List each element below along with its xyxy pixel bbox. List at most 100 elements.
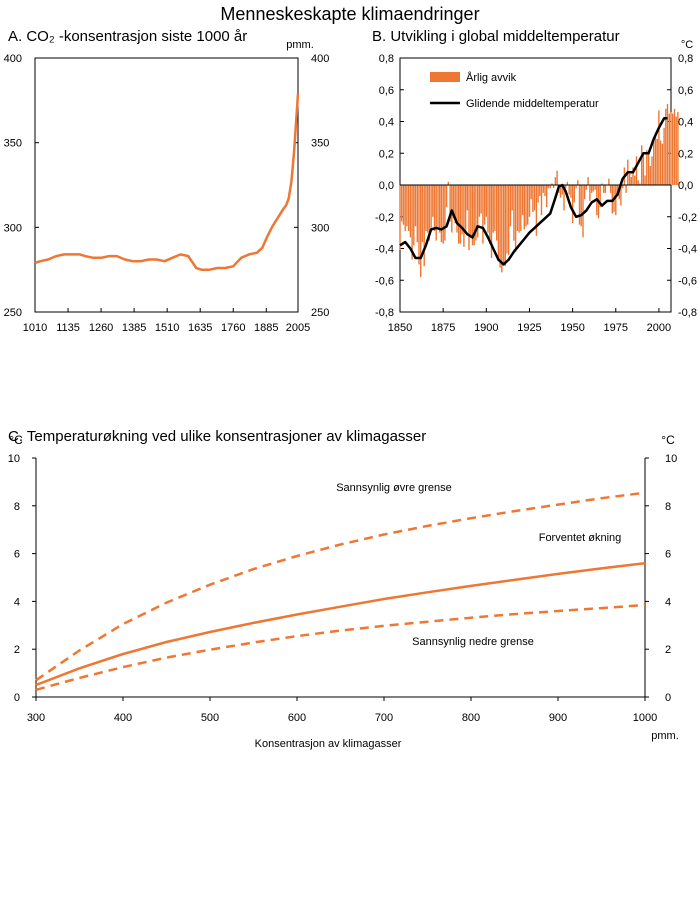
series-line-sannsynlig-nedre-grense	[35, 603, 646, 692]
y-tick-label-right: 8	[665, 501, 671, 513]
annual-anomaly-bar	[482, 185, 484, 244]
x-tick-label: 1875	[431, 322, 455, 334]
x-tick-label: 1950	[560, 322, 584, 334]
y-tick-label-right: 300	[311, 222, 329, 234]
x-tick-label: 1260	[89, 322, 113, 334]
annual-anomaly-bar	[463, 185, 465, 247]
series-label-forventet-økning: Forventet økning	[539, 532, 622, 544]
annual-anomaly-bar	[508, 185, 510, 255]
annual-anomaly-bar	[670, 112, 672, 185]
annual-anomaly-bar	[414, 185, 417, 227]
x-tick-label: 1000	[633, 712, 657, 724]
annual-anomaly-bar	[661, 143, 664, 185]
annual-anomaly-bar	[487, 185, 489, 233]
annual-anomaly-bar	[628, 173, 631, 185]
annual-anomaly-bar	[535, 185, 538, 236]
series-label-sannsynlig-øvre-grense: Sannsynlig øvre grense	[336, 482, 452, 494]
x-tick-label: 1925	[517, 322, 541, 334]
legend-label-smooth: Glidende middeltemperatur	[466, 98, 599, 110]
y-tick-label-left: 6	[14, 549, 20, 561]
annual-anomaly-bar	[561, 185, 563, 195]
annual-anomaly-bar	[566, 181, 569, 185]
x-tick-label: 2000	[647, 322, 671, 334]
y-tick-label-left: 250	[4, 307, 22, 319]
y-tick-label-left: 8	[14, 501, 20, 513]
annual-anomaly-bar	[542, 185, 544, 193]
annual-anomaly-bar	[592, 185, 594, 192]
annual-anomaly-bar	[634, 175, 636, 185]
annual-anomaly-bar	[675, 116, 677, 185]
annual-anomaly-bar	[578, 185, 581, 225]
annual-anomaly-bar	[584, 185, 586, 200]
annual-anomaly-bar	[452, 185, 455, 219]
co2-line	[34, 93, 300, 271]
x-tick-label: 1510	[155, 322, 179, 334]
y-tick-label-left: 0,6	[379, 85, 394, 97]
annual-anomaly-bar	[459, 185, 462, 244]
annual-anomaly-bar	[501, 185, 503, 273]
annual-anomaly-bar	[399, 185, 401, 251]
annual-anomaly-bar	[603, 185, 605, 193]
annual-anomaly-bar	[544, 185, 546, 197]
annual-anomaly-bar	[521, 185, 524, 216]
x-tick-label: 900	[549, 712, 567, 724]
annual-anomaly-bar	[461, 185, 463, 235]
annual-anomaly-bar	[489, 185, 491, 244]
annual-anomaly-bar	[435, 185, 437, 241]
annual-anomaly-bar	[604, 185, 607, 193]
annual-anomaly-bar	[647, 153, 650, 186]
legend-swatch-annual	[430, 72, 460, 82]
annual-anomaly-bar	[497, 185, 500, 262]
y-tick-label-right: 0,6	[678, 85, 693, 97]
y-tick-label-right: 0,8	[678, 53, 693, 65]
annual-anomaly-bar	[428, 185, 430, 241]
x-tick-label: 400	[114, 712, 132, 724]
x-tick-label: 800	[462, 712, 480, 724]
figure-title: Menneskeskapte klimaendringer	[220, 4, 480, 24]
annual-anomaly-bar	[530, 185, 532, 200]
annual-anomaly-bar	[549, 185, 551, 189]
y-tick-label-right: -0,6	[678, 275, 697, 287]
y-tick-label-left: 400	[4, 53, 22, 65]
annual-anomaly-bar	[547, 185, 550, 189]
series-line-sannsynlig-øvre-grense	[35, 491, 646, 682]
annual-anomaly-bar	[409, 185, 412, 238]
y-unit-label-right: °C	[661, 433, 675, 447]
annual-anomaly-bar	[527, 185, 529, 225]
annual-anomaly-bar	[594, 185, 596, 190]
panel-b-title: B. Utvikling i global middeltemperatur	[372, 28, 620, 45]
annual-anomaly-bar	[622, 185, 624, 189]
x-axis-label: Konsentrasjon av klimagasser	[255, 738, 402, 750]
annual-anomaly-bar	[620, 185, 622, 206]
annual-anomaly-bar	[552, 185, 555, 189]
annual-anomaly-bar	[556, 170, 558, 185]
annual-anomaly-bar	[440, 185, 443, 243]
annual-anomaly-bar	[582, 185, 584, 238]
annual-anomaly-bar	[509, 185, 512, 227]
annual-anomaly-bar	[599, 185, 601, 208]
annual-anomaly-bar	[651, 156, 653, 185]
annual-anomaly-bar	[480, 185, 482, 214]
annual-anomaly-bar	[554, 177, 557, 185]
annual-anomaly-bar	[646, 150, 648, 185]
annual-anomaly-bar	[439, 185, 441, 233]
annual-anomaly-bar	[568, 185, 570, 195]
annual-anomaly-bar	[468, 185, 470, 251]
annual-anomaly-bar	[563, 185, 565, 211]
x-tick-label: 1900	[474, 322, 498, 334]
annual-anomaly-bar	[430, 185, 432, 231]
annual-anomaly-bar	[570, 185, 572, 198]
annual-anomaly-bar	[444, 185, 446, 241]
annual-anomaly-bar	[492, 185, 494, 233]
annual-anomaly-bar	[658, 110, 660, 185]
annual-anomaly-bar	[571, 185, 574, 224]
annual-anomaly-bar	[458, 185, 460, 244]
annual-anomaly-bar	[464, 185, 467, 231]
y-tick-label-right: 4	[665, 596, 671, 608]
annual-anomaly-bar	[456, 185, 458, 233]
y-tick-label-right: 0	[665, 692, 671, 704]
annual-anomaly-bar	[559, 185, 562, 198]
annual-anomaly-bar	[672, 113, 674, 185]
annual-anomaly-bar	[445, 185, 448, 208]
